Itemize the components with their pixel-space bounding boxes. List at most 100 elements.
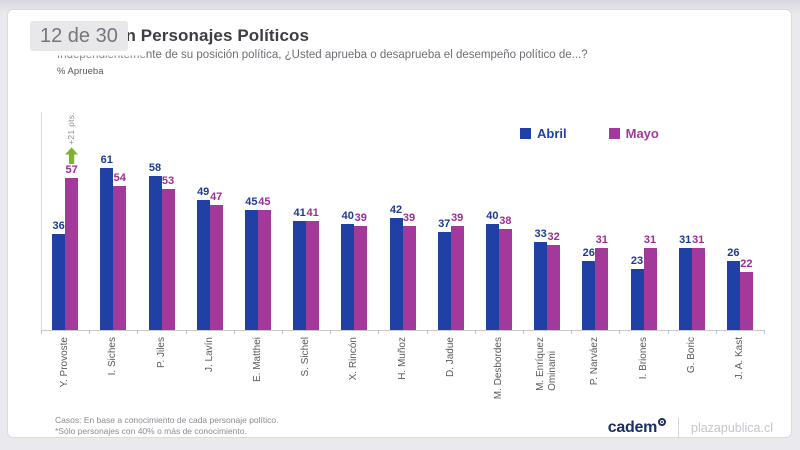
value-label-abril: 41 xyxy=(293,206,306,219)
bar-abril xyxy=(678,247,692,330)
bar-mayo xyxy=(161,189,175,330)
bar-abril xyxy=(726,260,740,330)
value-label-mayo: 22 xyxy=(740,257,753,270)
metric-label: % Aprueba xyxy=(57,66,104,77)
bar-mayo xyxy=(691,247,705,330)
x-axis-label: P. Jiles xyxy=(155,337,167,368)
cadem-target-icon xyxy=(658,418,666,426)
x-axis-tick xyxy=(667,330,669,334)
bar-mayo xyxy=(402,226,416,330)
x-axis-label: I. Siches xyxy=(107,337,119,376)
brand-bar: cadem plazapublica.cl xyxy=(608,416,773,440)
footnote-threshold: *Sólo personajes con 40% o más de conoci… xyxy=(55,426,247,436)
chart-subtitle: Independientemente de su posición políti… xyxy=(57,49,588,61)
value-label-mayo: 45 xyxy=(258,196,271,209)
increase-arrow-icon xyxy=(65,147,79,165)
value-label-mayo: 54 xyxy=(113,172,126,185)
bar-abril xyxy=(485,223,499,330)
x-axis-tick xyxy=(571,330,573,334)
bar-mayo xyxy=(643,247,657,330)
value-label-abril: 40 xyxy=(341,209,354,222)
bar-mayo xyxy=(498,228,512,330)
bar-mayo xyxy=(739,271,753,330)
bar-abril xyxy=(582,260,596,330)
footnote-cases: Casos: En base a conocimiento de cada pe… xyxy=(55,415,279,425)
x-axis-tick xyxy=(764,330,765,334)
value-label-mayo: 53 xyxy=(161,175,175,187)
bar-mayo xyxy=(257,210,271,330)
value-label-abril: 23 xyxy=(630,254,644,267)
legend-item-abril: Abril xyxy=(520,126,567,141)
cadem-logo-text: cadem xyxy=(607,419,658,436)
x-axis-line xyxy=(41,330,765,331)
value-label-abril: 61 xyxy=(100,153,113,166)
value-label-mayo: 57 xyxy=(65,164,78,177)
x-axis-tick xyxy=(330,330,332,334)
x-axis-tick xyxy=(185,330,187,334)
x-axis-label: S. Sichel xyxy=(300,337,312,377)
bar-mayo xyxy=(65,178,79,330)
plot-area: 36 57 Y. Provoste 61 54 I. Siches 58 53 P. Jiles… xyxy=(8,10,791,437)
x-axis-tick xyxy=(41,330,42,334)
value-label-abril: 42 xyxy=(389,204,403,217)
value-label-mayo: 39 xyxy=(354,212,367,225)
bar-mayo xyxy=(306,220,320,330)
bar-abril xyxy=(196,199,210,330)
legend-item-mayo: Mayo xyxy=(608,126,659,141)
x-axis-tick xyxy=(282,330,283,334)
bar-mayo xyxy=(450,226,464,330)
subtitle-visible-fragment: nte de su posición política, ¿Usted apru… xyxy=(145,49,588,61)
x-axis-tick xyxy=(715,330,717,334)
bar-abril xyxy=(389,218,403,330)
value-label-abril: 26 xyxy=(582,246,595,259)
bar-abril xyxy=(534,242,548,330)
x-axis-label: H. Muñoz xyxy=(396,337,408,380)
chart-footnotes: Casos: En base a conocimiento de cada pe… xyxy=(55,415,279,437)
bar-abril xyxy=(630,268,644,330)
page-title: ón Personajes Políticos xyxy=(115,26,310,45)
value-label-abril: 31 xyxy=(679,233,692,246)
brand-divider xyxy=(678,418,679,438)
value-label-mayo: 39 xyxy=(402,212,416,225)
slide-card: 12 de 30 ón Personajes Políticos Indepen… xyxy=(8,10,791,440)
bar-mayo xyxy=(113,186,127,330)
cadem-logo: cadem xyxy=(607,418,666,437)
bar-mayo xyxy=(209,205,223,330)
bar-abril xyxy=(293,220,307,330)
legend-label-abril: Abril xyxy=(537,126,567,141)
legend-swatch-abril xyxy=(520,128,531,139)
annotation-delta-label: +21 pts. xyxy=(66,111,77,145)
x-axis-tick xyxy=(378,330,380,334)
legend-swatch-mayo xyxy=(608,128,620,139)
x-axis-label: E. Matthei xyxy=(251,337,263,383)
value-label-mayo: 31 xyxy=(643,233,657,246)
bar-mayo xyxy=(595,247,609,330)
value-label-abril: 58 xyxy=(148,161,162,174)
x-axis-label: I. Briones xyxy=(637,337,649,380)
value-label-abril: 36 xyxy=(52,220,65,233)
value-label-mayo: 32 xyxy=(547,230,560,243)
value-label-abril: 45 xyxy=(245,196,258,209)
plazapublica-link[interactable]: plazapublica.cl xyxy=(691,421,773,435)
x-axis-label: M. Enríquez Ominami xyxy=(535,337,559,391)
x-axis-tick xyxy=(137,330,139,334)
x-axis-label: J. Lavín xyxy=(203,337,215,373)
bar-abril xyxy=(52,234,66,330)
value-label-abril: 33 xyxy=(534,228,547,241)
value-label-mayo: 41 xyxy=(306,206,319,219)
x-axis-label: Y. Provoste xyxy=(59,337,71,388)
value-label-mayo: 31 xyxy=(692,233,705,246)
value-label-abril: 37 xyxy=(438,217,451,230)
bar-abril xyxy=(148,175,162,330)
value-label-mayo: 47 xyxy=(210,191,223,203)
value-label-abril: 49 xyxy=(197,185,210,198)
x-axis-tick xyxy=(89,330,91,334)
x-axis-tick xyxy=(426,330,428,334)
x-axis-label: D. Jadue xyxy=(444,337,456,378)
x-axis-tick xyxy=(233,330,235,334)
bar-abril xyxy=(100,167,114,330)
x-axis-label: X. Rincón xyxy=(348,337,360,381)
bar-abril xyxy=(341,223,355,330)
x-axis-tick xyxy=(619,330,621,334)
y-axis-line xyxy=(41,112,42,330)
